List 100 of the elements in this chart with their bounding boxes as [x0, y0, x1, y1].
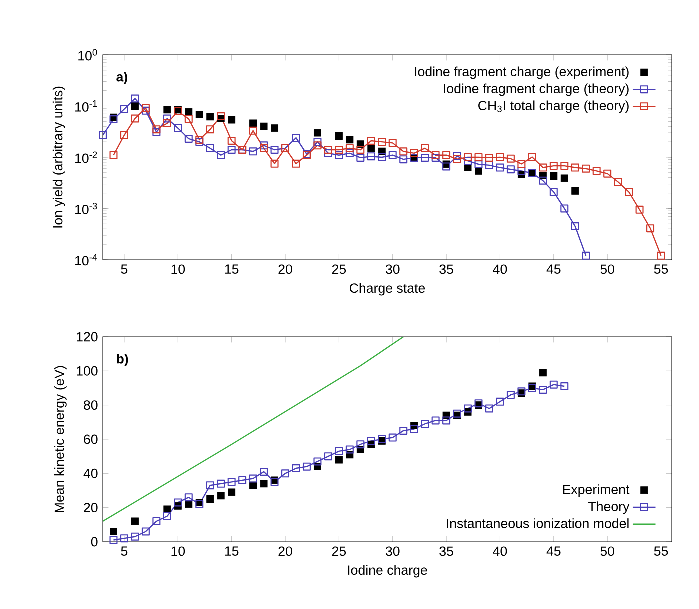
point: [572, 187, 580, 195]
point: [206, 496, 214, 504]
point: [442, 416, 451, 425]
point: [657, 252, 666, 260]
y-tick-label: 120: [77, 332, 98, 342]
point: [625, 188, 634, 196]
x-axis-title: Iodine charge: [348, 565, 428, 578]
point: [270, 146, 279, 154]
x-tick-label: 30: [386, 264, 400, 274]
point: [314, 142, 322, 150]
point: [335, 456, 343, 464]
point: [518, 167, 526, 176]
y-tick-label: 10$^{-3}$: [76, 203, 98, 214]
x-tick-label: 45: [546, 546, 561, 556]
point: [560, 382, 569, 391]
point: [314, 129, 322, 137]
point: [506, 166, 515, 174]
point: [110, 151, 118, 160]
point: [217, 480, 226, 488]
point: [378, 153, 386, 162]
point: [292, 160, 300, 168]
point: [120, 105, 128, 114]
point: [249, 148, 258, 156]
point: [378, 138, 386, 146]
point: [314, 138, 322, 146]
x-tick-label: 25: [332, 546, 346, 556]
point: [410, 149, 418, 158]
point: [550, 188, 558, 196]
x-tick-label: 55: [654, 264, 668, 274]
y-tick-label: 10$^{0}$: [78, 49, 98, 61]
y-axis-title: Mean kinetic energy (eV): [54, 366, 67, 513]
point: [99, 131, 108, 140]
point: [506, 391, 515, 400]
point: [152, 517, 161, 526]
point: [550, 380, 558, 389]
point: [571, 222, 580, 231]
point: [164, 506, 172, 514]
point: [120, 534, 128, 543]
point: [346, 446, 354, 454]
point: [131, 102, 139, 110]
point: [131, 518, 139, 526]
point: [388, 139, 397, 148]
point: [367, 152, 376, 161]
point: [184, 115, 193, 124]
point: [474, 160, 483, 168]
legend-label: Iodine fragment charge (experiment): [415, 66, 629, 80]
point: [485, 161, 494, 170]
point: [367, 437, 376, 446]
point: [453, 155, 462, 164]
x-tick-label: 45: [546, 264, 561, 274]
point: [260, 122, 268, 130]
y-tick-label: 0: [91, 537, 98, 547]
point: [518, 160, 526, 168]
point: [196, 111, 204, 119]
point: [421, 154, 430, 162]
point: [356, 154, 365, 162]
point: [217, 112, 226, 121]
point: [400, 148, 408, 156]
point: [250, 120, 258, 128]
y-tick-label: 80: [84, 400, 98, 410]
point: [120, 131, 128, 140]
legend-label: Experiment: [563, 484, 630, 498]
point: [335, 146, 344, 154]
point: [550, 172, 558, 180]
x-tick-label: 5: [121, 264, 128, 274]
point: [164, 106, 172, 114]
point: [410, 425, 418, 434]
point: [485, 404, 494, 413]
point: [432, 154, 440, 162]
point: [539, 386, 548, 394]
point: [560, 162, 569, 170]
point: [539, 369, 547, 377]
point: [228, 488, 236, 496]
point: [346, 149, 354, 158]
x-tick-label: 35: [440, 264, 454, 274]
y-tick-label: 10$^{-2}$: [76, 152, 98, 164]
x-tick-label: 50: [600, 264, 614, 274]
point: [356, 440, 365, 449]
point: [270, 160, 279, 168]
x-tick-label: 20: [278, 264, 292, 274]
point: [335, 132, 343, 140]
point: [582, 164, 590, 173]
point: [271, 124, 279, 132]
point: [367, 136, 376, 145]
point: [260, 144, 268, 152]
point: [474, 153, 483, 162]
point: [206, 113, 214, 121]
point: [206, 482, 214, 490]
point: [614, 178, 622, 186]
y-tick-label: 10$^{-4}$: [76, 254, 98, 266]
point: [464, 164, 472, 172]
point: [131, 532, 140, 541]
point: [174, 124, 182, 132]
point: [324, 146, 332, 154]
point: [442, 151, 451, 160]
point: [421, 144, 430, 152]
point: [163, 512, 172, 520]
point: [528, 153, 536, 162]
point: [485, 154, 494, 162]
point: [560, 174, 568, 182]
